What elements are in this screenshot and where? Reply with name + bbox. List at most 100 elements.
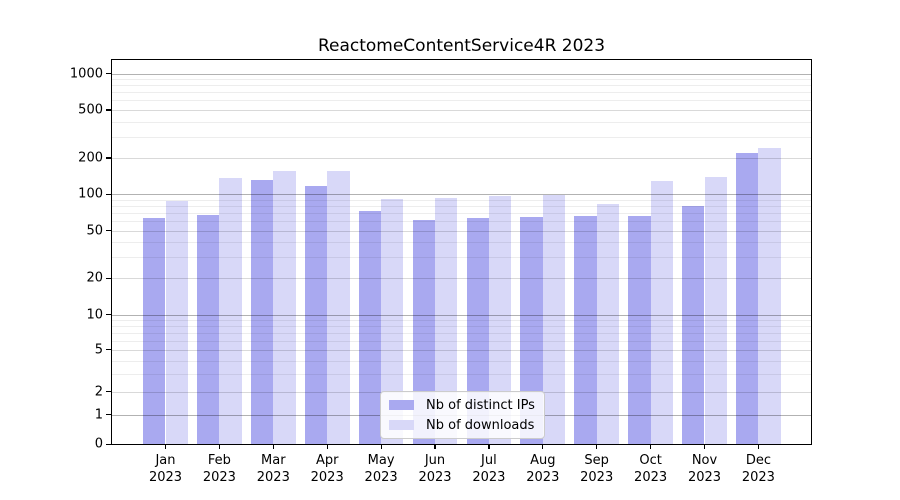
- gridline-minor-900: [112, 79, 811, 80]
- bar-distinct-ips-oct: [628, 215, 651, 444]
- x-tick-label-oct: Oct 2023: [634, 453, 668, 485]
- gridline-major-1000: [112, 73, 811, 75]
- y-tick-label-0: 0: [94, 436, 103, 452]
- chart-title: ReactomeContentService4R 2023: [317, 36, 606, 56]
- gridline-20: [112, 278, 811, 280]
- y-tick-label-5: 5: [94, 342, 103, 358]
- gridline-minor-600: [112, 100, 811, 102]
- gridline-minor-8: [112, 325, 811, 327]
- gridline-minor-30: [112, 257, 811, 259]
- bar-distinct-ips-jan: [143, 217, 166, 444]
- bar-downloads-jun: [435, 198, 458, 444]
- x-tick-mark-feb: [218, 444, 221, 449]
- bar-distinct-ips-feb: [197, 215, 220, 444]
- bar-distinct-ips-aug: [520, 216, 543, 444]
- y-tick-mark-20: [106, 277, 111, 280]
- gridline-minor-40: [112, 242, 811, 244]
- bar-distinct-ips-mar: [250, 180, 274, 444]
- bar-downloads-nov: [704, 176, 727, 444]
- gridline-minor-700: [112, 92, 811, 94]
- bar-downloads-apr: [327, 170, 350, 444]
- x-tick-label-jul: Jul 2023: [472, 453, 506, 485]
- gridline-minor-7: [112, 332, 811, 334]
- x-tick-label-nov: Nov 2023: [687, 453, 722, 485]
- x-tick-label-may: May 2023: [364, 453, 398, 485]
- x-tick-label-jun: Jun 2023: [418, 453, 452, 485]
- x-tick-mark-oct: [650, 444, 652, 449]
- gridline-minor-800: [112, 85, 811, 87]
- x-tick-mark-jan: [164, 444, 167, 449]
- gridline-minor-70: [112, 212, 811, 214]
- x-tick-mark-jul: [488, 444, 490, 449]
- y-tick-label-1000: 1000: [69, 66, 103, 81]
- x-tick-label-sep: Sep 2023: [580, 453, 614, 485]
- bar-downloads-feb: [219, 178, 242, 444]
- x-tick-label-feb: Feb 2023: [202, 453, 236, 485]
- gridline-minor-300: [112, 136, 811, 138]
- legend-item-distinct-ips: Nb of distinct IPs: [381, 397, 544, 414]
- x-tick-label-apr: Apr 2023: [310, 453, 344, 485]
- y-tick-label-50: 50: [86, 223, 103, 238]
- x-tick-label-aug: Aug 2023: [526, 453, 560, 485]
- bar-distinct-ips-sep: [574, 215, 597, 444]
- bars-layer: [112, 60, 811, 444]
- y-tick-mark-1000: [106, 73, 111, 75]
- gridline-minor-6: [112, 340, 811, 342]
- legend-swatch-distinct-ips: [389, 400, 414, 410]
- legend-label-distinct-ips: Nb of distinct IPs: [426, 397, 535, 413]
- gridline-major-100: [112, 194, 811, 196]
- legend-label-downloads: Nb of downloads: [426, 417, 535, 433]
- bar-distinct-ips-dec: [736, 153, 759, 444]
- y-tick-mark-5: [106, 349, 111, 351]
- x-tick-mark-dec: [757, 444, 760, 449]
- bar-downloads-may: [381, 199, 404, 444]
- y-tick-label-1: 1: [94, 407, 103, 423]
- y-tick-mark-2: [106, 391, 111, 393]
- bar-distinct-ips-may: [358, 210, 382, 444]
- x-tick-mark-aug: [542, 444, 544, 449]
- gridline-minor-4: [112, 360, 811, 362]
- gridline-500: [112, 109, 811, 111]
- bar-downloads-mar: [273, 170, 296, 444]
- y-tick-mark-10: [106, 314, 111, 316]
- bar-downloads-aug: [542, 194, 566, 444]
- gridline-50: [112, 230, 811, 232]
- x-tick-label-dec: Dec 2023: [741, 453, 775, 485]
- x-tick-mark-apr: [326, 444, 328, 449]
- x-tick-mark-jun: [434, 444, 436, 449]
- x-tick-label-jan: Jan 2023: [148, 453, 183, 485]
- legend: Nb of distinct IPs Nb of downloads: [380, 391, 545, 439]
- plot-area: Nb of distinct IPs Nb of downloads: [111, 59, 812, 445]
- bar-distinct-ips-jun: [412, 220, 435, 444]
- y-tick-mark-1: [106, 414, 111, 416]
- gridline-minor-90: [112, 199, 811, 201]
- bar-downloads-jan: [165, 200, 188, 444]
- x-tick-label-mar: Mar 2023: [256, 453, 290, 485]
- gridline-5: [112, 349, 811, 351]
- gridline-minor-80: [112, 205, 811, 207]
- y-tick-mark-100: [106, 193, 111, 195]
- x-tick-mark-nov: [703, 444, 706, 449]
- grid-layer: [112, 60, 811, 444]
- bar-distinct-ips-nov: [682, 205, 705, 444]
- y-tick-mark-200: [106, 157, 111, 159]
- y-tick-label-10: 10: [86, 307, 103, 322]
- gridline-minor-400: [112, 121, 811, 123]
- gridline-major-10: [112, 314, 811, 316]
- y-tick-label-200: 200: [78, 150, 103, 166]
- y-tick-label-2: 2: [94, 384, 103, 400]
- bar-downloads-jul: [488, 196, 512, 444]
- legend-swatch-downloads: [389, 420, 414, 430]
- y-tick-label-20: 20: [86, 270, 103, 286]
- x-tick-mark-sep: [596, 444, 598, 449]
- gridline-200: [112, 157, 811, 159]
- y-tick-label-100: 100: [78, 186, 103, 202]
- legend-item-downloads: Nb of downloads: [381, 417, 544, 434]
- y-tick-mark-0: [106, 443, 111, 445]
- bar-downloads-oct: [650, 180, 673, 444]
- gridline-minor-60: [112, 220, 811, 222]
- x-tick-mark-mar: [272, 444, 274, 449]
- gridline-minor-9: [112, 319, 811, 321]
- y-tick-label-500: 500: [78, 102, 103, 118]
